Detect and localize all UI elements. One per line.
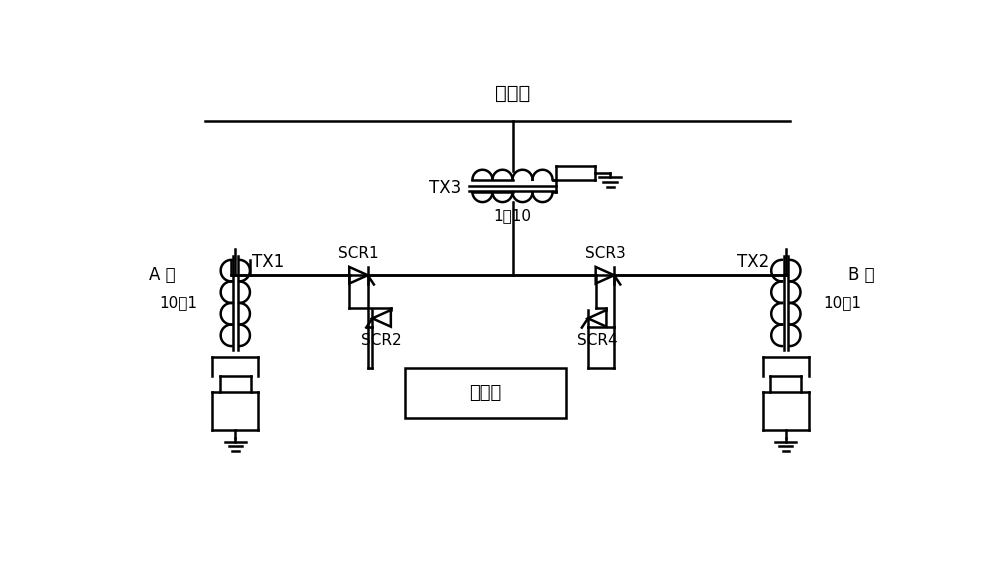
Text: 10：1: 10：1 <box>824 296 862 311</box>
Polygon shape <box>349 267 368 284</box>
Text: 控制器: 控制器 <box>469 385 502 402</box>
Text: A 相: A 相 <box>149 266 176 284</box>
Text: 10：1: 10：1 <box>160 296 198 311</box>
Text: TX3: TX3 <box>429 179 461 197</box>
Polygon shape <box>596 267 614 284</box>
Polygon shape <box>372 310 391 327</box>
Text: 1：10: 1：10 <box>494 208 532 223</box>
Bar <box>405 369 566 418</box>
Text: TX2: TX2 <box>737 253 769 270</box>
Text: SCR1: SCR1 <box>338 246 379 261</box>
Text: B 相: B 相 <box>848 266 874 284</box>
Text: SCR3: SCR3 <box>585 246 625 261</box>
Polygon shape <box>588 310 606 327</box>
Text: SCR2: SCR2 <box>361 333 402 348</box>
Text: TX1: TX1 <box>252 253 284 270</box>
Text: 中性段: 中性段 <box>495 83 530 103</box>
Text: SCR4: SCR4 <box>577 333 618 348</box>
